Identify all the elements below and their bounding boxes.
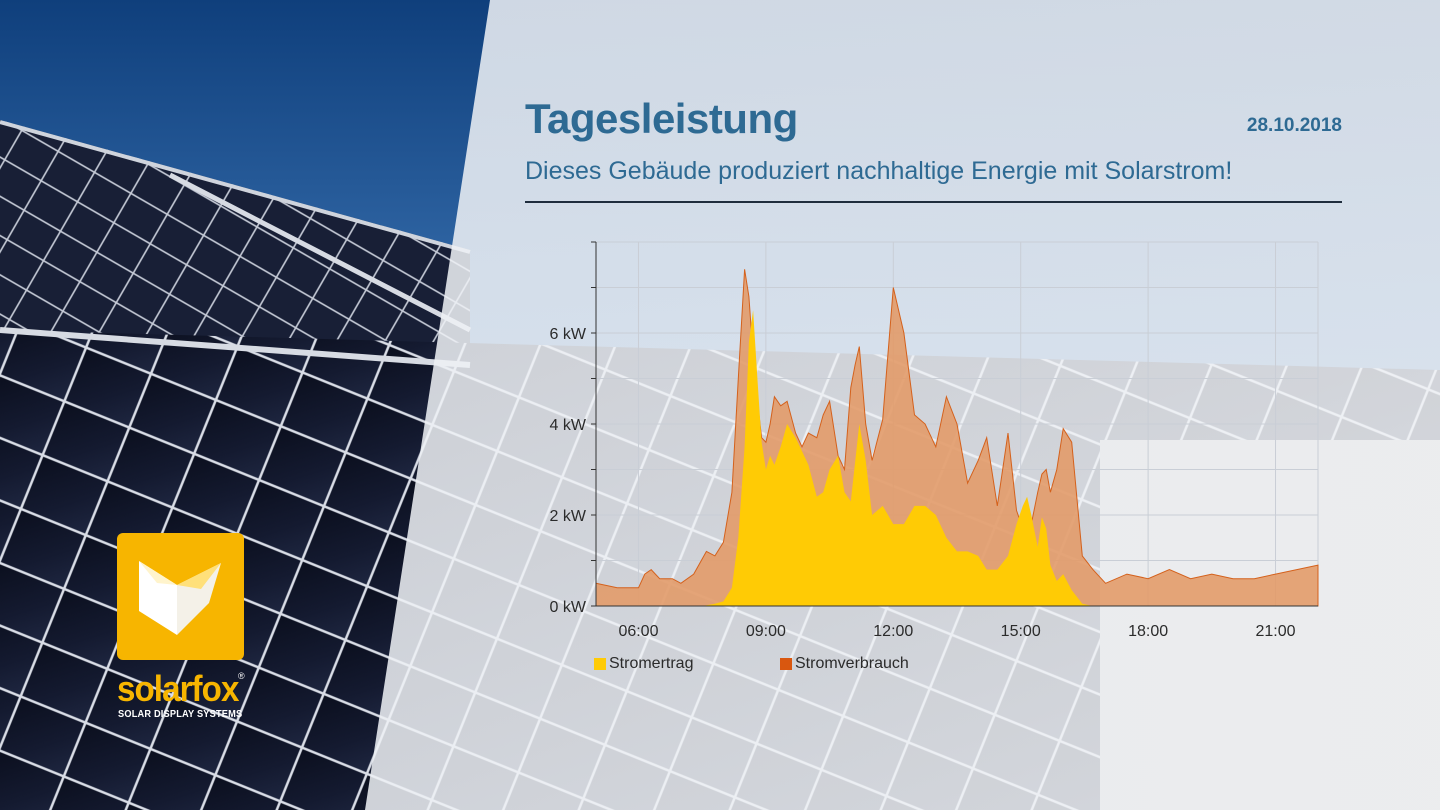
daily-power-chart: 0 kW 2 kW 4 kW 6 kW 06:00 09:00 12:00 15:00 18:0… xyxy=(550,241,1319,640)
header: Tagesleistung 28.10.2018 Dieses Gebäude … xyxy=(525,95,1342,203)
logo-tagline: SOLAR DISPLAY SYSTEMS xyxy=(118,708,243,720)
legend-swatch-stromertrag xyxy=(594,658,606,670)
page-subtitle: Dieses Gebäude produziert nachhaltige En… xyxy=(525,157,1233,185)
x-tick-label: 15:00 xyxy=(1001,623,1041,640)
legend-label-stromverbrauch: Stromverbrauch xyxy=(795,655,909,672)
y-tick-label: 0 kW xyxy=(550,599,587,616)
x-tick-label: 18:00 xyxy=(1128,623,1168,640)
x-tick-label: 12:00 xyxy=(873,623,913,640)
chart-axes xyxy=(591,241,1318,607)
legend-label-stromertrag: Stromertrag xyxy=(609,655,694,672)
series-area-stromertrag xyxy=(596,310,1318,606)
fox-icon xyxy=(139,561,221,635)
y-tick-label: 4 kW xyxy=(550,417,587,434)
solarfox-logo-mark xyxy=(117,533,244,660)
logo-wordmark: solarfox xyxy=(117,668,239,709)
chart-tick-labels: 0 kW 2 kW 4 kW 6 kW 06:00 09:00 12:00 15:00 18:0… xyxy=(550,326,1296,640)
y-tick-label: 6 kW xyxy=(550,326,587,343)
logo-registered-mark: ® xyxy=(238,671,245,681)
date-label: 28.10.2018 xyxy=(1246,115,1342,136)
legend-item-stromverbrauch: Stromverbrauch xyxy=(780,655,909,673)
x-tick-label: 21:00 xyxy=(1256,623,1296,640)
legend-item-stromertrag: Stromertrag xyxy=(594,655,693,673)
legend-swatch-stromverbrauch xyxy=(780,658,792,670)
x-tick-label: 09:00 xyxy=(746,623,786,640)
y-tick-label: 2 kW xyxy=(550,508,587,525)
x-tick-label: 06:00 xyxy=(618,623,658,640)
page-title: Tagesleistung xyxy=(525,95,798,142)
